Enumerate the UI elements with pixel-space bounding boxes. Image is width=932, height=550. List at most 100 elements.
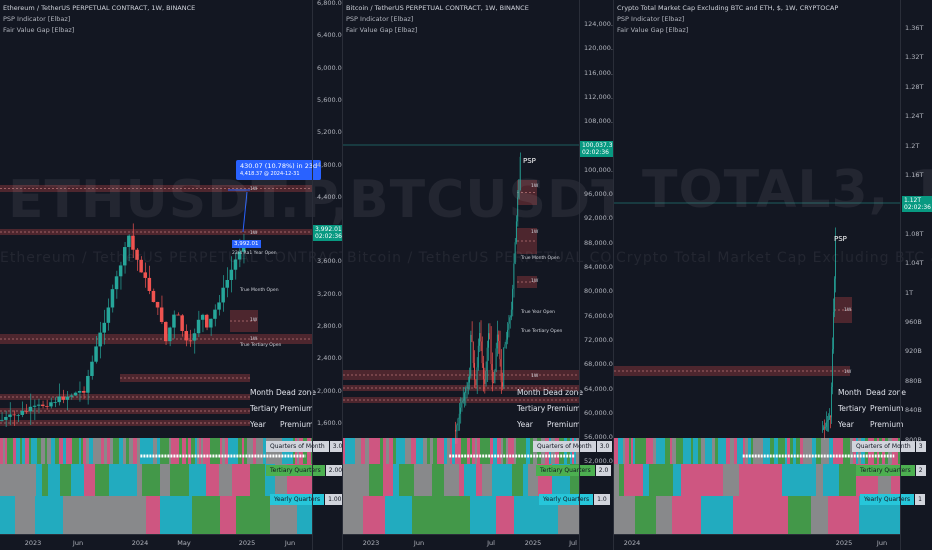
eth-tertiary-quarters: Tertiary Quarters 2.00: [266, 465, 342, 476]
total3-candle: [832, 348, 833, 387]
total3-quarter-stripe: [670, 438, 672, 464]
total3-title[interactable]: Crypto Total Market Cap Excluding BTC an…: [617, 4, 839, 12]
eth-yearly-stripe: [146, 496, 160, 534]
btc-indicator-psp[interactable]: PSP Indicator [Elbaz]: [346, 15, 414, 23]
btc-price-tick: 124,000.0: [584, 20, 614, 28]
total3-quarter-stripe: [753, 438, 757, 464]
eth-time-axis[interactable]: 2023 Jun 2024 May 2025 Jun: [0, 534, 312, 550]
btc-indicator-fvg[interactable]: Fair Value Gap [Elbaz]: [346, 26, 418, 34]
total3-indicator-psp[interactable]: PSP Indicator [Elbaz]: [617, 15, 685, 23]
eth-quarter-stripe: [55, 438, 59, 464]
total3-time-tick: Jun: [876, 539, 888, 547]
btc-quarter-stripe: [369, 438, 373, 464]
eth-yearly-stripe: [93, 496, 116, 534]
total3-quarter-stripe: [679, 438, 683, 464]
btc-time-axis[interactable]: 2023 Jun Jul 2025 Jul: [343, 534, 579, 550]
btc-price-tick: 60,000.0: [584, 408, 613, 417]
eth-price-tick: 2,800.00: [317, 322, 342, 330]
eth-quarter-stripe: [66, 438, 68, 464]
total3-zone-tertiary: Tertiary Premium: [838, 404, 904, 413]
total3-quarter-stripe: [766, 438, 770, 464]
btc-price-axis[interactable]: 124,000.0 120,000.0 116,000.0 112,000.0 108,…: [579, 0, 614, 550]
total3-quarter-stripe: [839, 438, 843, 464]
total3-time-axis[interactable]: 2024 2025 Jun: [614, 534, 900, 550]
eth-quarter-stripe: [123, 438, 126, 464]
btc-quarter-stripe: [523, 438, 526, 464]
eth-candle: [57, 396, 61, 403]
eth-candle: [118, 265, 123, 277]
btc-title[interactable]: Bitcoin / TetherUS PERPETUAL CONTRACT, 1…: [346, 4, 529, 12]
eth-watermark-symbol: ETHUSDT.P, 1W: [8, 170, 343, 230]
btc-tertiary-stripe: [414, 464, 424, 496]
btc-quarter-stripe: [472, 438, 475, 464]
eth-measure-arrow: [242, 191, 248, 233]
chart-panel-total3[interactable]: TOTAL3, 1W Crypto Total Market Cap Exclu…: [614, 0, 932, 550]
eth-candle: [139, 259, 143, 273]
total3-yearly-stripe: [859, 496, 882, 534]
chart-panel-eth[interactable]: ETHUSDT.P, 1W Ethereum / TetherUS PERPET…: [0, 0, 343, 550]
btc-tertiary-stripe: [437, 464, 444, 496]
eth-quarter-stripe: [256, 438, 259, 464]
btc-yearly-stripe: [558, 496, 575, 534]
total3-quarter-stripe: [787, 438, 790, 464]
total3-plot[interactable]: [614, 0, 900, 534]
btc-current-price-tag: 100,037.3 02:02:36: [580, 141, 613, 157]
eth-candle: [82, 390, 86, 393]
eth-candle: [151, 290, 156, 302]
eth-candle: [172, 314, 176, 328]
btc-tertiary-stripe: [570, 464, 579, 496]
btc-quarter-stripe: [416, 438, 419, 464]
btc-true-year-open: True Year Open: [521, 310, 555, 315]
btc-watermark-symbol: BTCUSDT.P, 1W: [349, 170, 614, 230]
total3-price-axis[interactable]: 1.36T1.32T1.28T1.24T1.2T1.16T1.12T1.08T1…: [900, 0, 932, 550]
eth-quarter-stripe: [31, 438, 34, 464]
total3-indicator-fvg[interactable]: Fair Value Gap [Elbaz]: [617, 26, 689, 34]
eth-title[interactable]: Ethereum / TetherUS PERPETUAL CONTRACT, …: [3, 4, 196, 12]
btc-quarter-stripe: [405, 438, 409, 464]
eth-candle: [41, 404, 45, 407]
eth-indicator-psp[interactable]: PSP Indicator [Elbaz]: [3, 15, 71, 23]
btc-quarter-stripe: [361, 438, 365, 464]
total3-quarter-stripe: [796, 438, 800, 464]
btc-quarter-stripe: [452, 438, 455, 464]
total3-quarter-stripe: [807, 438, 809, 464]
btc-yearly-stripe: [363, 496, 385, 534]
total3-quarter-stripe: [683, 438, 687, 464]
eth-quarter-stripe: [59, 438, 63, 464]
total3-tertiary-stripe: [816, 464, 823, 496]
btc-price-tick: 96,000.0: [584, 190, 613, 199]
btc-candle: [468, 375, 470, 383]
eth-1w-label-2: 1W: [250, 231, 258, 236]
btc-candle: [472, 341, 474, 364]
btc-quarter-stripe: [423, 438, 427, 464]
btc-quarter-stripe: [352, 438, 355, 464]
btc-candle: [495, 348, 497, 371]
eth-indicator-fvg[interactable]: Fair Value Gap [Elbaz]: [3, 26, 75, 34]
total3-yearly-quarters: Yearly Quarters 1: [860, 494, 925, 505]
eth-tertiary-stripe: [0, 464, 9, 496]
btc-quarter-stripe: [447, 438, 450, 464]
eth-candle: [200, 314, 205, 320]
eth-price-tick: 2,000.00: [317, 386, 342, 395]
eth-watermark-name: Ethereum / TetherUS PERPETUAL CONTRACT: [0, 250, 343, 266]
btc-quarter-stripe: [501, 438, 503, 464]
total3-tertiary-stripe: [847, 464, 856, 496]
total3-quarter-stripe: [821, 438, 825, 464]
total3-quarter-stripe: [620, 438, 623, 464]
btc-time-tick: 2025: [524, 539, 542, 547]
btc-price-tick: 84,000.0: [584, 263, 613, 271]
eth-quarter-stripe: [89, 438, 93, 464]
eth-price-axis[interactable]: 6,800.0 6,400.00 6,000.00 5,600.00 5,200.00 4…: [312, 0, 342, 550]
chart-panel-btc[interactable]: BTCUSDT.P, 1W Bitcoin / TetherUS PERPETU…: [343, 0, 614, 550]
btc-candle: [471, 334, 473, 342]
btc-quarter-stripe: [465, 438, 467, 464]
eth-candle: [77, 390, 82, 393]
btc-plot[interactable]: [343, 0, 579, 534]
total3-price-tick: 1.08T: [905, 229, 924, 238]
total3-yearly-stripe: [614, 496, 635, 534]
eth-candle: [73, 392, 78, 396]
eth-time-tick: Jun: [284, 539, 296, 547]
eth-yearly-stripe: [63, 496, 93, 534]
btc-quarter-stripe: [487, 438, 490, 464]
eth-plot[interactable]: [0, 0, 312, 534]
